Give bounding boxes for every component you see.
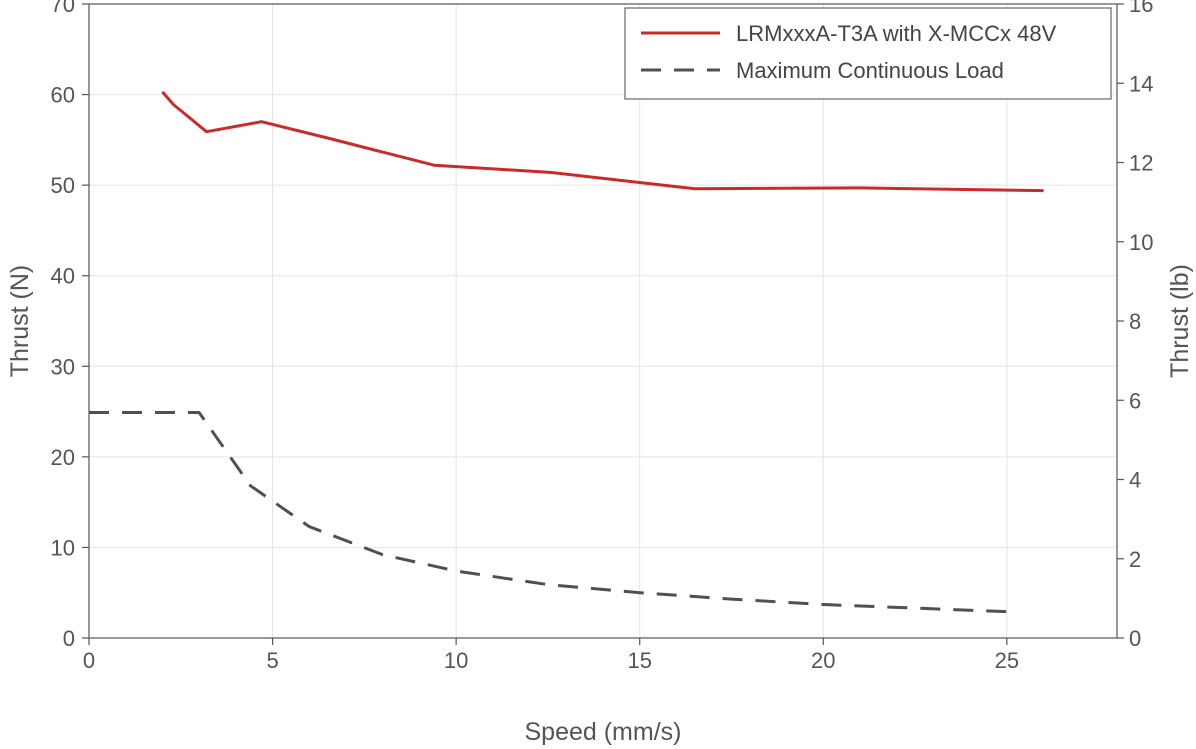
x-tick-label: 5 bbox=[266, 648, 278, 673]
legend: LRMxxxA-T3A with X-MCCx 48V Maximum Cont… bbox=[624, 7, 1112, 100]
legend-label-measured-thrust: LRMxxxA-T3A with X-MCCx 48V bbox=[736, 21, 1057, 46]
y2-tick-label: 2 bbox=[1129, 547, 1141, 572]
y-tick-label: 70 bbox=[51, 0, 75, 17]
x-tick-label: 20 bbox=[811, 648, 835, 673]
y2-tick-label: 4 bbox=[1129, 468, 1141, 493]
y2-tick-label: 8 bbox=[1129, 309, 1141, 334]
y-axis-right-label: Thrust (lb) bbox=[1166, 264, 1194, 378]
x-tick-label: 0 bbox=[83, 648, 95, 673]
y-tick-label: 50 bbox=[51, 173, 75, 198]
y-tick-label: 30 bbox=[51, 354, 75, 379]
series-line-max-continuous-load bbox=[89, 411, 1007, 614]
y-tick-label: 60 bbox=[51, 83, 75, 108]
data-series bbox=[89, 90, 1044, 614]
y-axis-right-ticks: 0 2 4 6 8 10 12 14 16 bbox=[1117, 0, 1153, 651]
y2-tick-label: 14 bbox=[1129, 71, 1153, 96]
y2-tick-label: 0 bbox=[1129, 626, 1141, 651]
y2-tick-label: 12 bbox=[1129, 151, 1153, 176]
x-tick-label: 25 bbox=[995, 648, 1019, 673]
y-tick-label: 0 bbox=[63, 626, 75, 651]
x-tick-label: 10 bbox=[444, 648, 468, 673]
x-axis-label: Speed (mm/s) bbox=[525, 718, 682, 746]
x-axis-ticks: 0 5 10 15 20 25 bbox=[83, 638, 1019, 673]
y-axis-left-label: Thrust (N) bbox=[6, 265, 34, 378]
series-line-measured-thrust bbox=[161, 90, 1044, 193]
y-tick-label: 20 bbox=[51, 445, 75, 470]
y2-tick-label: 16 bbox=[1129, 0, 1153, 17]
y2-tick-label: 6 bbox=[1129, 388, 1141, 413]
legend-label-max-continuous-load: Maximum Continuous Load bbox=[736, 58, 1004, 83]
x-tick-label: 15 bbox=[627, 648, 651, 673]
y-tick-label: 40 bbox=[51, 264, 75, 289]
legend-box bbox=[624, 7, 1112, 100]
y2-tick-label: 10 bbox=[1129, 230, 1153, 255]
y-axis-left-ticks: 0 10 20 30 40 50 60 70 bbox=[51, 0, 89, 651]
y-tick-label: 10 bbox=[51, 535, 75, 560]
